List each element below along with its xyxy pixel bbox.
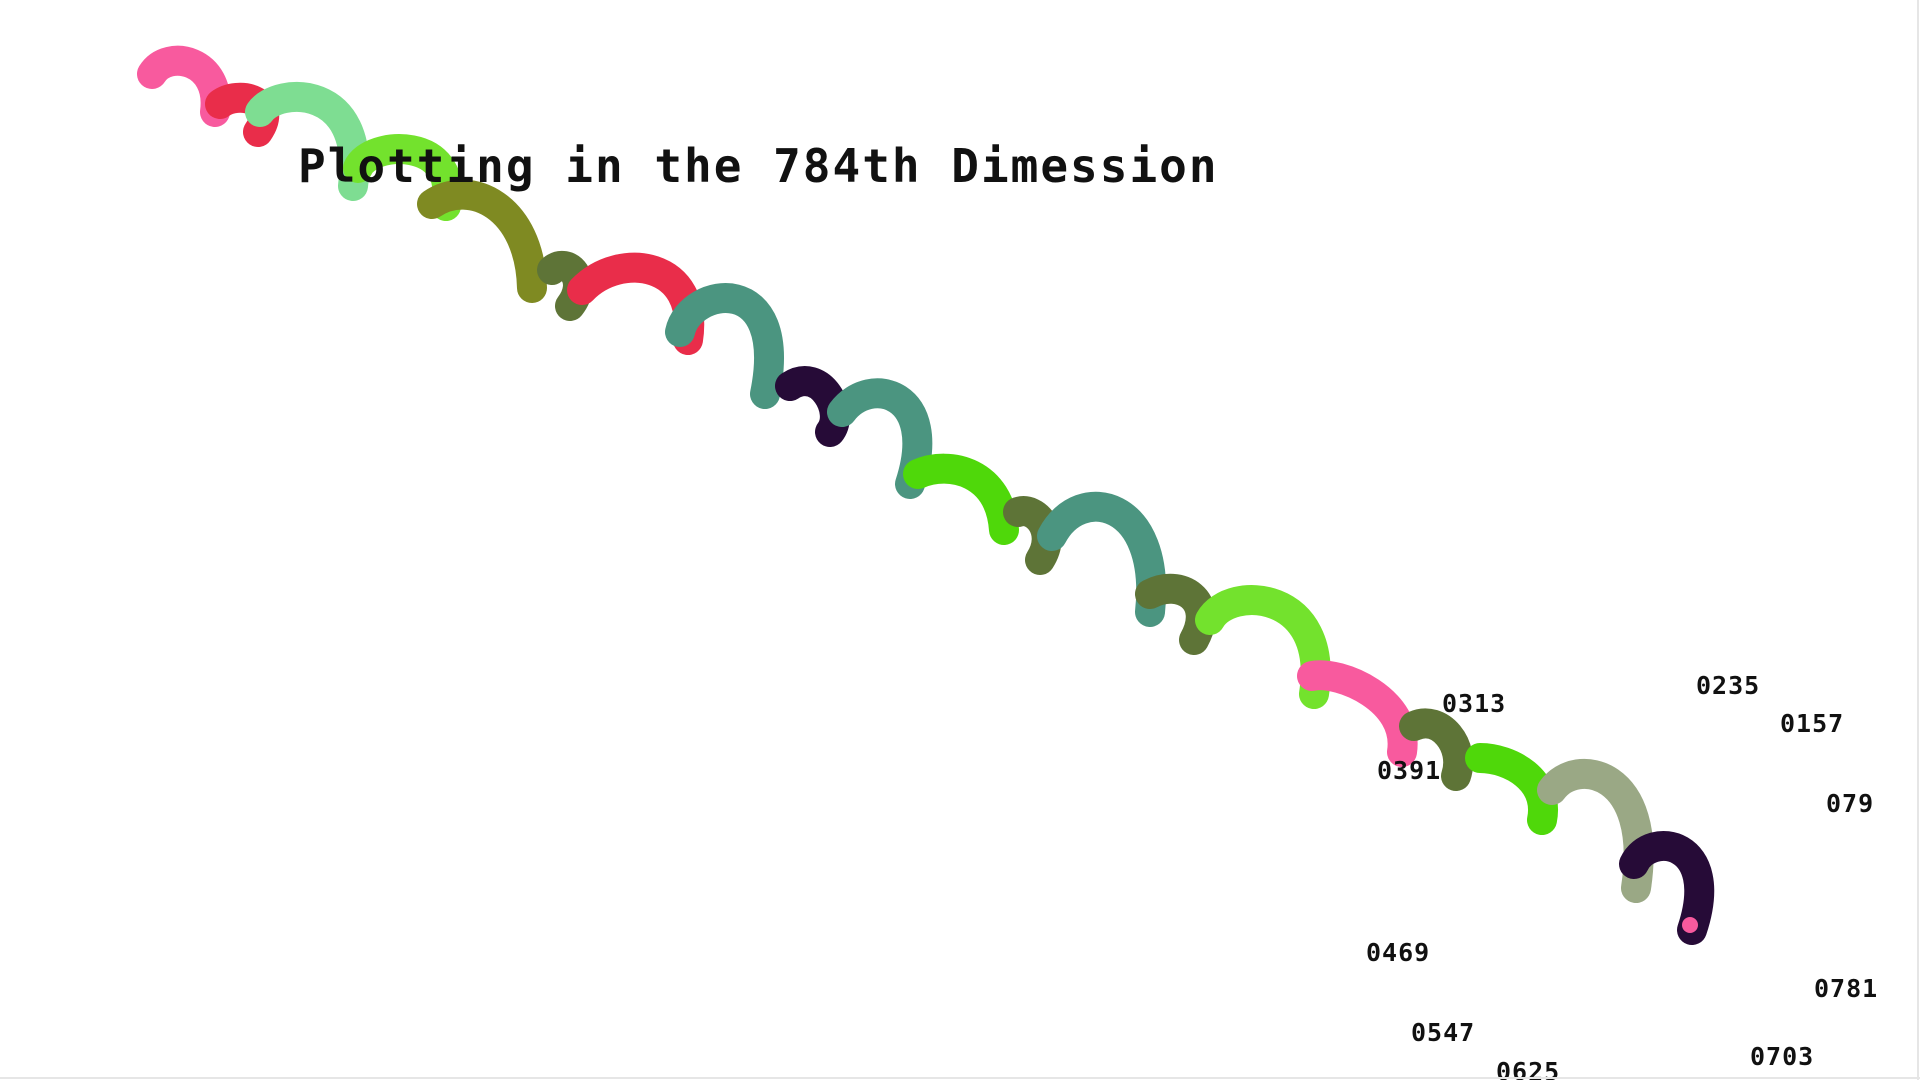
snake-segment (1297, 660, 1418, 767)
snake-head-dot (1682, 917, 1698, 933)
number-label: 0235 (1696, 671, 1760, 700)
number-labels: 0313 0235 0157 0391 079 0469 0781 0547 0… (1366, 671, 1878, 1080)
snake-segment (1465, 743, 1558, 835)
snake-segment (665, 283, 784, 409)
number-label: 079 (1826, 789, 1874, 818)
number-label: 0703 (1750, 1042, 1814, 1071)
snake-segment (1195, 585, 1331, 709)
number-label: 0313 (1442, 689, 1506, 718)
snake-segment (1037, 491, 1167, 627)
snake-segment (1399, 708, 1474, 791)
game-title: Plotting in the 784th Dimession (298, 139, 1219, 193)
frame-edge (0, 1077, 1920, 1079)
snake-body (137, 45, 1715, 945)
number-label: 0547 (1411, 1018, 1475, 1047)
number-label: 0781 (1814, 974, 1878, 1003)
frame-edge (1917, 0, 1919, 1080)
snake-segment (903, 453, 1019, 545)
snake-segment (417, 179, 547, 303)
snake-segment (775, 366, 850, 447)
snake-segment (1619, 831, 1715, 945)
number-label: 0469 (1366, 938, 1430, 967)
number-label: 0157 (1780, 709, 1844, 738)
number-label: 0625 (1496, 1057, 1560, 1080)
number-label: 0391 (1377, 756, 1441, 785)
snake-segment (827, 378, 933, 499)
